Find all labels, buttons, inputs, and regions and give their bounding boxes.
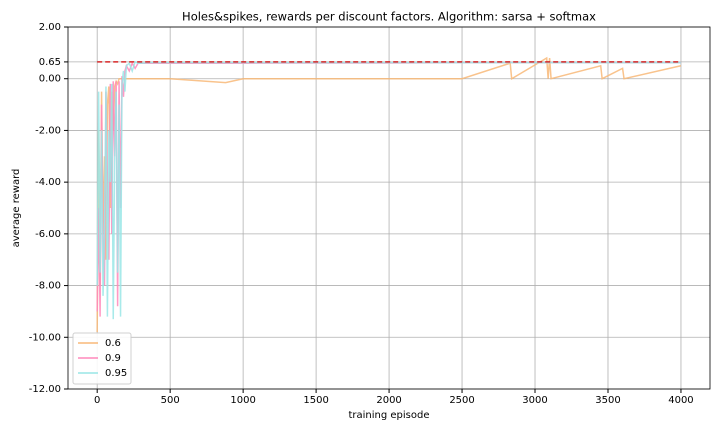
y-axis-label: average reward xyxy=(11,169,22,248)
x-tick-label: 1000 xyxy=(230,395,255,406)
x-axis-label: training episode xyxy=(348,410,429,421)
legend-label: 0.9 xyxy=(105,353,121,364)
x-tick-label: 4000 xyxy=(668,395,693,406)
y-tick-label: 2.00 xyxy=(39,22,61,33)
legend-label: 0.6 xyxy=(105,338,121,349)
x-tick-label: 0 xyxy=(94,395,100,406)
series-line xyxy=(96,60,681,320)
x-tick-label: 3500 xyxy=(595,395,620,406)
series-line xyxy=(96,56,681,333)
x-tick-label: 1500 xyxy=(303,395,328,406)
legend-label: 0.95 xyxy=(105,368,127,379)
x-tick-label: 2500 xyxy=(449,395,474,406)
y-tick-label: -2.00 xyxy=(35,125,61,136)
y-tick-label: 0.00 xyxy=(39,74,61,85)
x-tick-label: 500 xyxy=(161,395,180,406)
y-tick-label: -4.00 xyxy=(35,177,61,188)
y-tick-label: 0.65 xyxy=(39,57,61,68)
x-tick-label: 3000 xyxy=(522,395,547,406)
y-tick-label: -8.00 xyxy=(35,281,61,292)
y-tick-label: -12.00 xyxy=(29,384,61,395)
y-tick-label: -10.00 xyxy=(29,332,61,343)
y-tick-label: -6.00 xyxy=(35,229,61,240)
x-tick-label: 2000 xyxy=(376,395,401,406)
chart-title: Holes&spikes, rewards per discount facto… xyxy=(182,10,596,24)
plot-frame xyxy=(67,26,711,390)
legend-box xyxy=(72,332,132,385)
